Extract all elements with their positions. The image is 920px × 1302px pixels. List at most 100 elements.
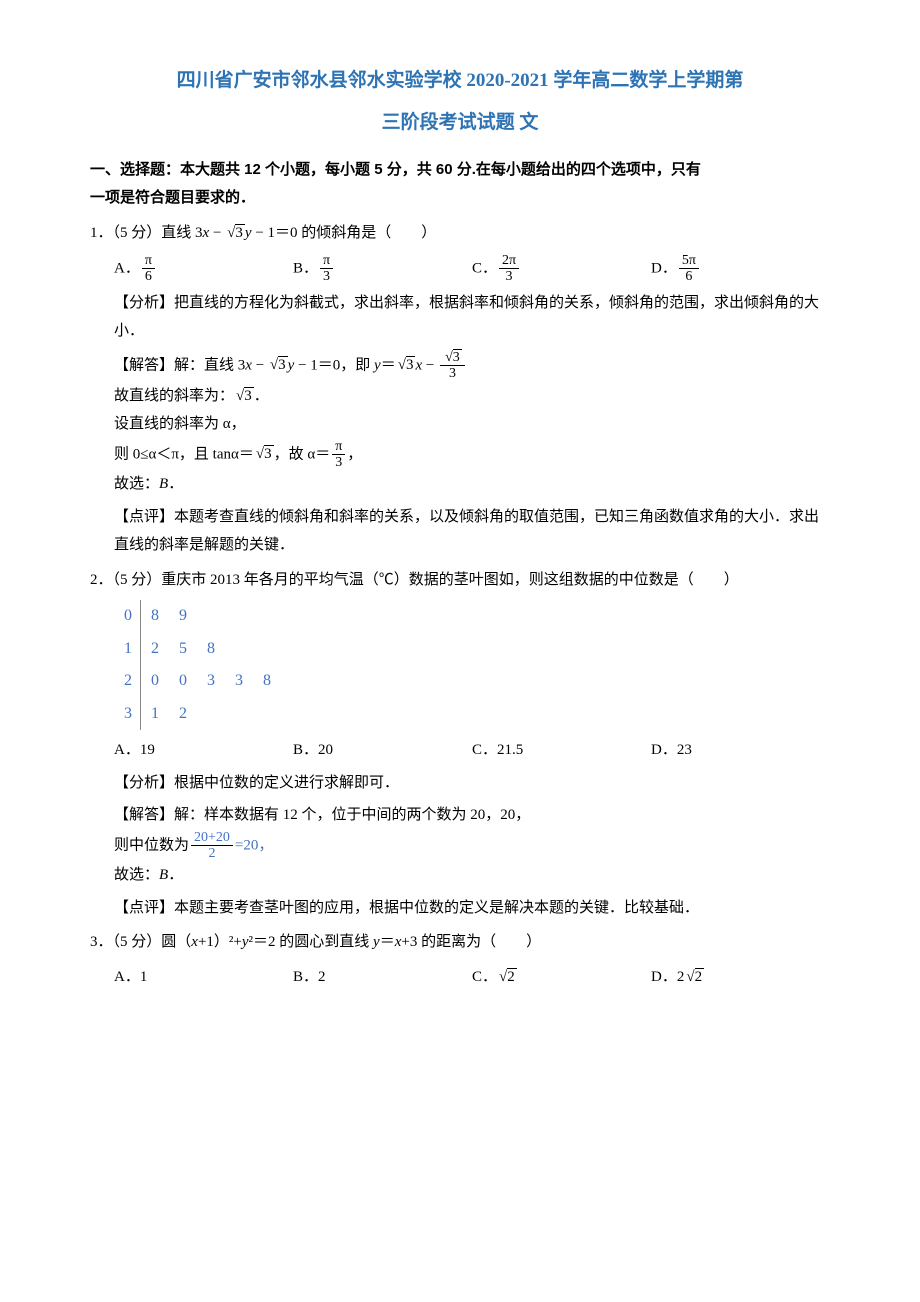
q1-sol-line3: 设直线的斜率为 α， [114,410,830,439]
leaf-cell: 8 [197,633,225,665]
leaf-cell: 3 [197,665,225,697]
q1-optC-num: 2π [499,253,519,269]
q1-solution: 【解答】解：直线 3x − 3y − 1＝0，即 y＝3x − 33 故直线的斜… [114,350,830,499]
question-1: 1．（5 分）直线 3x − 3y − 1＝0 的倾斜角是（ ） [90,219,830,248]
q2-option-c: C．21.5 [472,736,651,765]
q1-sol-l4a: 则 0≤α＜π，且 tanα＝ [114,446,254,462]
sqrt-2: 2 [497,963,517,992]
q1-optB-den: 3 [320,269,333,284]
sqrt-2: 2 [684,963,704,992]
q3-stem-c: ²＝2 的圆心到直线 [249,934,374,950]
leaf-cell: 2 [169,698,197,730]
q1-stem-mid2: − 1＝0 的倾斜角是（ ） [252,225,437,241]
section-header: 一、选择题：本大题共 12 个小题，每小题 5 分，共 60 分.在每小题给出的… [90,156,830,213]
q1-sol-line5: 故选：B． [114,470,830,499]
title-line-2: 三阶段考试试题 文 [90,102,830,144]
stem-leaf-row: 200338 [120,665,281,697]
stem-cell: 2 [120,665,141,697]
var-y: y [373,934,380,950]
q1-option-a: A．π6 [114,253,293,285]
q3-stem-d: ＝ [380,934,395,950]
q1-optB-num: π [320,253,333,269]
q3-options: A．1 B．2 C．2 D．22 [114,963,830,992]
sqrt-3: 3 [225,219,245,248]
q1-answer-suffix: ． [168,476,183,492]
q2-options: A．19 B．20 C．21.5 D．23 [114,736,830,765]
q1-sol-l2b: ． [254,388,269,404]
q2-option-a: A．19 [114,736,293,765]
q1-stem-prefix: 1．（5 分）直线 3 [90,225,203,241]
q1-comment: 【点评】本题考查直线的倾斜角和斜率的关系，以及倾斜角的取值范围，已知三角函数值求… [114,503,830,560]
q1-sol-frac-num: 3 [440,350,465,366]
q1-sol-l1a: 【解答】解：直线 3 [114,357,245,373]
leaf-cell [225,633,253,665]
q1-sol-line1: 【解答】解：直线 3x − 3y − 1＝0，即 y＝3x − 33 [114,350,830,382]
q1-optA-num: π [142,253,155,269]
q2-answer-suffix: ． [168,867,183,883]
q1-optD-num: 5π [679,253,699,269]
q2-comment: 【点评】本题主要考查茎叶图的应用，根据中位数的定义是解决本题的关键．比较基础． [114,894,830,923]
q3-option-a: A．1 [114,963,293,992]
q1-answer-prefix: 故选： [114,476,159,492]
q3-optC-label: C． [472,969,497,985]
q1-optD-den: 6 [679,269,699,284]
q2-sol-l2a: 则中位数为 [114,837,189,853]
leaf-cell: 5 [169,633,197,665]
question-2: 2．（5 分）重庆市 2013 年各月的平均气温（℃）数据的茎叶图如，则这组数据… [90,566,830,595]
var-y: y [374,357,381,373]
leaf-cell: 2 [141,633,170,665]
q1-analysis: 【分析】把直线的方程化为斜截式，求出斜率，根据斜率和倾斜角的关系，倾斜角的范围，… [114,289,830,346]
q3-stem-a: 3．（5 分）圆（ [90,934,191,950]
leaf-cell: 8 [253,665,281,697]
stem-cell: 1 [120,633,141,665]
q2-sol-line2: 则中位数为20+202=20， [114,830,830,862]
var-y: y [242,934,249,950]
sqrt-3: 3 [268,351,288,380]
document-title: 四川省广安市邻水县邻水实验学校 2020-2021 学年高二数学上学期第 三阶段… [90,60,830,144]
var-x: x [191,934,198,950]
leaf-cell: 0 [141,665,170,697]
q1-sol-l4b: ，故 α＝ [274,446,331,462]
q2-option-d: D．23 [651,736,830,765]
stem-leaf-row: 1258 [120,633,281,665]
q1-optC-label: C． [472,260,497,276]
q1-sol-l4-num: π [332,439,345,455]
leaf-cell [253,633,281,665]
sqrt-3: 3 [254,440,274,469]
q2-answer-prefix: 故选： [114,867,159,883]
q1-sol-l2a: 故直线的斜率为： [114,388,234,404]
q2-sol-line3: 故选：B． [114,861,830,890]
question-3: 3．（5 分）圆（x+1）²+y²＝2 的圆心到直线 y＝x+3 的距离为（ ） [90,928,830,957]
q2-answer: B [159,867,168,883]
leaf-cell: 8 [141,600,170,632]
q2-option-b: B．20 [293,736,472,765]
q2-solution: 【解答】解：样本数据有 12 个，位于中间的两个数为 20，20， 则中位数为2… [114,801,830,890]
q1-optB-label: B． [293,260,318,276]
q1-sol-line2: 故直线的斜率为：3． [114,382,830,411]
q3-stem-e: +3 的距离为（ ） [401,934,541,950]
leaf-cell [253,698,281,730]
q1-option-b: B．π3 [293,253,472,285]
q1-sol-line4: 则 0≤α＜π，且 tanα＝3，故 α＝π3， [114,439,830,471]
q1-stem-mid1: − [209,225,225,241]
q1-option-d: D．5π6 [651,253,830,285]
q1-sol-l1b: − [252,357,268,373]
leaf-cell [197,600,225,632]
q1-optA-den: 6 [142,269,155,284]
q1-sol-l1d: ＝ [381,357,396,373]
q1-option-c: C．2π3 [472,253,651,285]
q1-sol-l4-den: 3 [332,455,345,470]
stem-leaf-row: 089 [120,600,281,632]
q3-optD-label: D．2 [651,969,684,985]
var-x: x [245,357,252,373]
leaf-cell: 0 [169,665,197,697]
q2-sol-line1: 【解答】解：样本数据有 12 个，位于中间的两个数为 20，20， [114,801,830,830]
q3-option-c: C．2 [472,963,651,992]
stem-cell: 3 [120,698,141,730]
q1-sol-l1e: − [422,357,438,373]
stem-leaf-row: 312 [120,698,281,730]
q1-optC-den: 3 [499,269,519,284]
q1-sol-l4c: ， [347,446,362,462]
leaf-cell: 9 [169,600,197,632]
var-y: y [245,225,252,241]
